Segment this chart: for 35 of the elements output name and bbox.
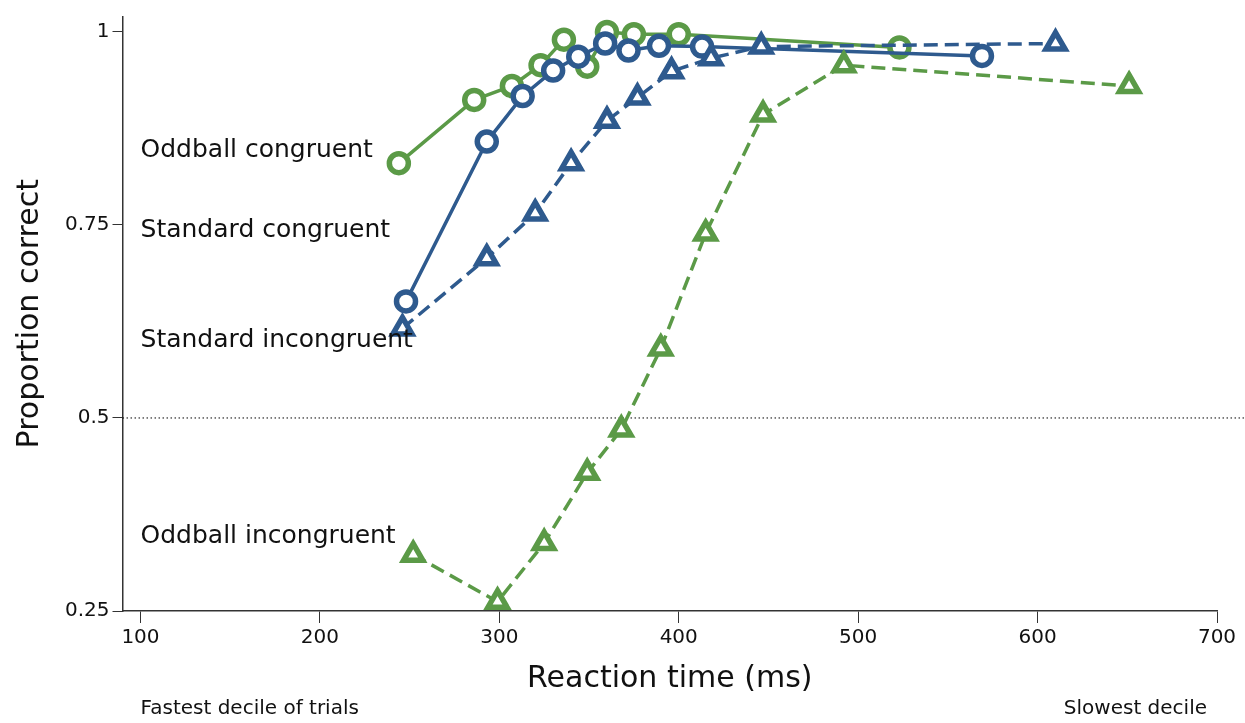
series-label: Oddball incongruent — [140, 520, 396, 550]
y-axis-title: Proportion correct — [9, 178, 45, 449]
point — [551, 27, 577, 52]
point — [666, 22, 691, 47]
x-tick-label: 700 — [1197, 624, 1237, 649]
point — [646, 33, 672, 59]
x-tick-label: 500 — [839, 624, 878, 649]
point — [399, 538, 428, 563]
y-tick-label: 1 — [96, 18, 110, 43]
point — [646, 332, 675, 357]
point — [566, 44, 591, 69]
series-label: Standard incongruent — [140, 324, 414, 353]
x-tick-label: 100 — [121, 624, 160, 649]
series-label: Oddball congruent — [140, 133, 374, 163]
y-tick-label: 0.5 — [77, 404, 110, 429]
text: Slowest decile — [1063, 695, 1207, 719]
point — [607, 413, 636, 438]
y-tick-label: 0.25 — [65, 597, 110, 622]
point — [616, 38, 641, 63]
x-tick-label: 300 — [480, 624, 519, 649]
point — [386, 150, 412, 176]
point — [461, 87, 487, 113]
point — [969, 43, 995, 69]
series-label: Standard congruent — [140, 214, 391, 244]
point — [483, 585, 512, 610]
x-tick-label: 400 — [659, 624, 698, 649]
point — [540, 58, 566, 83]
text: Fastest decile of trials — [140, 695, 359, 719]
point — [510, 83, 535, 109]
x-tick-label: 600 — [1018, 624, 1057, 649]
x-tick-label: 200 — [300, 624, 339, 649]
x-axis-title: Reaction time (ms) — [527, 658, 813, 694]
y-tick-label: 0.75 — [65, 211, 110, 236]
point — [474, 129, 500, 154]
point — [592, 31, 618, 56]
